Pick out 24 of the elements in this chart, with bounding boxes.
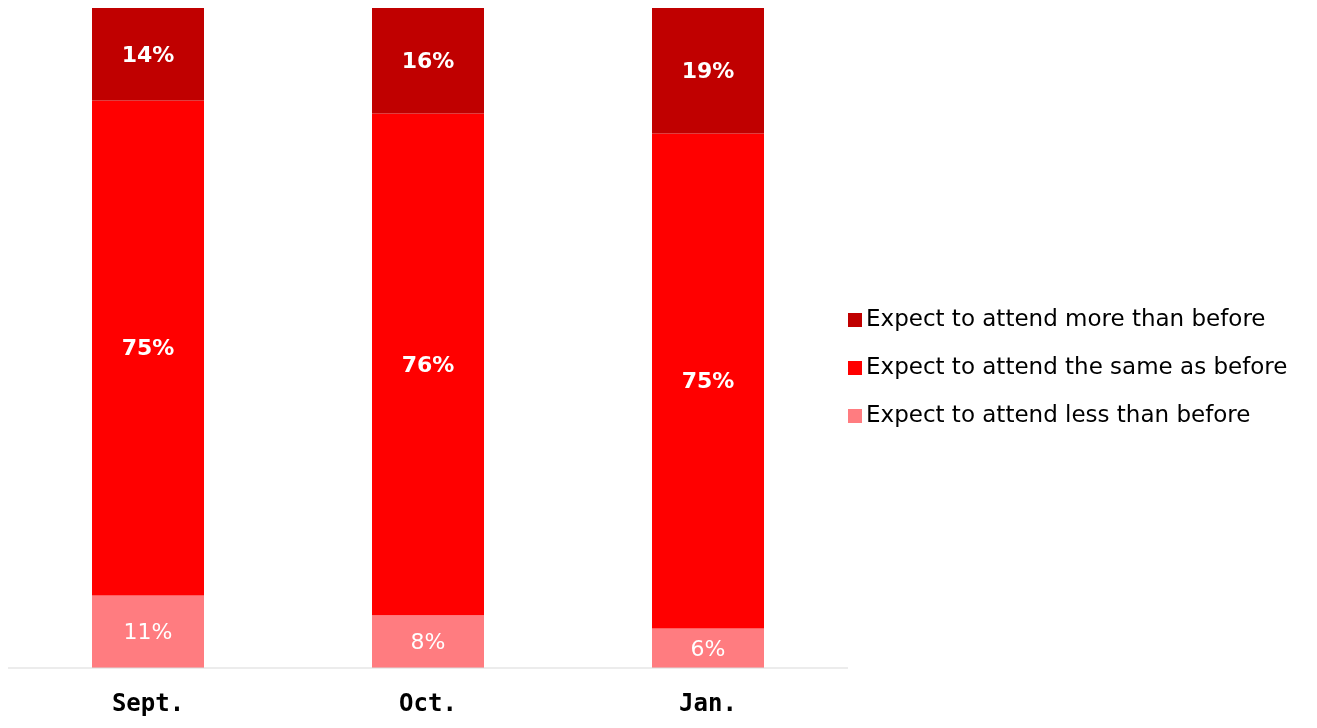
x-tick-label: Oct. [399,689,457,718]
legend-label: Expect to attend more than before [866,304,1266,331]
bar [92,8,204,101]
data-label: 75% [681,368,735,394]
bar [92,100,204,596]
data-label: 76% [401,351,455,377]
data-label: 11% [123,619,173,645]
bar [652,133,764,629]
data-label: 75% [121,335,175,361]
bar [652,8,764,134]
bar [372,615,484,668]
legend-label: Expect to attend the same as before [866,352,1288,379]
data-label: 8% [410,629,446,655]
x-tick-label: Sept. [111,689,185,718]
data-label: 6% [690,635,726,661]
data-label: 14% [121,41,175,67]
bar [372,113,484,616]
x-tick-label: Jan. [679,689,737,718]
data-label: 19% [681,58,735,84]
bar [92,595,204,668]
bar [372,8,484,114]
data-label: 16% [401,48,455,74]
legend-label: Expect to attend less than before [866,400,1251,427]
bar [652,628,764,668]
